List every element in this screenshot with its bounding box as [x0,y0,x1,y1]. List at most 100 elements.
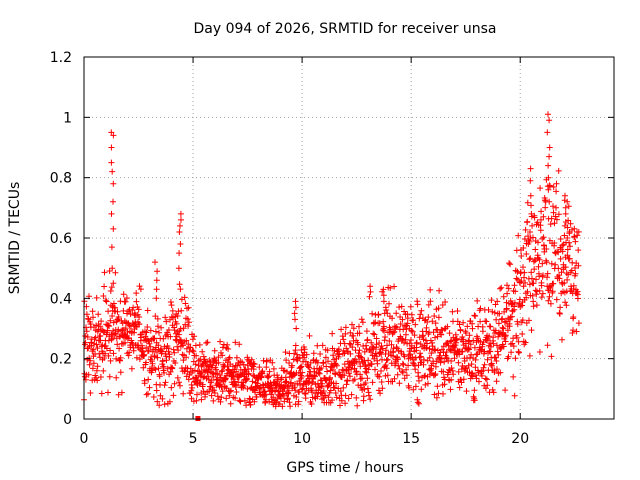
data-point [367,396,374,403]
data-point [530,303,537,310]
data-point [344,377,351,384]
data-point [152,366,159,373]
data-point [233,389,240,395]
data-point [562,210,569,217]
data-point [432,334,438,341]
data-point [113,374,120,381]
data-point [537,222,544,229]
data-points [81,111,582,421]
data-point [430,329,437,336]
data-point [108,336,115,343]
data-point [556,310,563,317]
data-point [210,374,217,380]
data-point [444,323,451,330]
data-point [404,320,411,327]
data-point [471,312,478,319]
data-point [547,221,554,228]
data-point [575,247,582,254]
data-point [145,376,152,383]
data-point [343,381,350,388]
data-point [136,321,143,327]
data-point [454,308,461,314]
data-point [110,225,117,232]
data-point [483,318,490,325]
data-point [95,326,102,333]
data-point [528,327,535,334]
data-point [471,387,478,394]
data-point [493,358,500,364]
data-point [499,315,506,322]
data-point [366,293,373,300]
data-point [404,315,411,322]
data-point [550,184,557,190]
data-point [301,346,308,353]
data-point [92,334,99,341]
data-point [217,398,224,405]
data-point [148,358,155,365]
data-point [110,180,117,187]
data-point [399,360,406,367]
data-point [115,314,122,320]
data-point [394,371,401,378]
data-point [463,330,469,336]
data-point [218,394,225,401]
data-point [416,377,422,384]
data-point [565,217,572,224]
data-point [473,351,480,358]
data-point [471,397,478,404]
data-point [488,297,495,304]
data-point [373,335,380,342]
data-point [424,319,431,325]
data-point [491,369,498,375]
data-point [108,284,115,291]
data-point [182,300,189,307]
data-point [189,384,196,391]
data-point [348,391,355,398]
data-point [528,269,535,276]
data-point [512,355,519,362]
data-point [251,361,258,368]
data-point [539,235,546,242]
data-point [493,316,500,323]
data-point [395,362,402,369]
data-point [152,259,158,266]
data-point [320,388,327,394]
data-point [422,381,429,388]
data-point [534,252,541,259]
data-point [376,373,383,380]
data-point [90,346,97,353]
data-point [168,364,174,371]
data-point [189,347,196,354]
data-point [410,317,417,324]
data-point [456,321,463,328]
y-tick-label: 1.2 [50,50,72,66]
data-point [432,371,439,377]
data-point [173,320,180,327]
data-point [367,283,374,290]
data-point [442,299,449,305]
data-point [505,353,512,360]
data-point [532,246,539,253]
data-point [177,325,184,332]
data-point [309,378,316,385]
data-point [536,256,543,263]
data-point [176,379,182,386]
data-point [295,398,302,405]
data-point [108,210,115,217]
data-point [83,328,90,335]
data-point [529,292,536,299]
data-point [302,358,309,365]
data-point [504,290,511,297]
data-point [537,185,544,192]
data-point [225,356,232,362]
data-point [417,353,424,360]
data-point [372,366,378,373]
data-point [469,373,476,380]
data-point [551,220,558,227]
data-point [377,390,384,397]
data-point [250,360,257,367]
data-point [163,318,170,325]
data-point [515,232,522,239]
data-point [98,318,105,325]
data-point [407,303,414,310]
